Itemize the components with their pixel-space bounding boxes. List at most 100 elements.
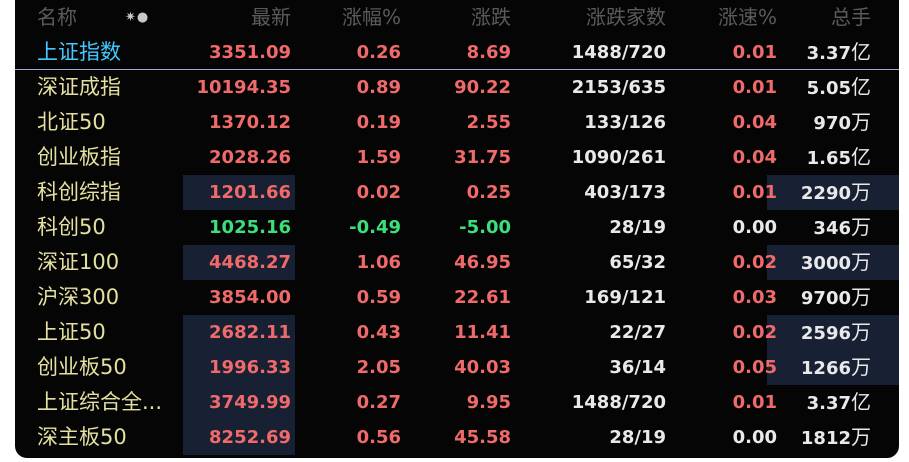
up-down-count: 28/19 [609,217,666,238]
turnover-value: 2596 [800,323,851,344]
latest-highlight [183,315,295,350]
table-row[interactable]: 深证100 4468.27 1.06 46.95 65/32 0.02 3000万 [15,245,899,280]
latest-highlight [183,175,295,210]
column-settings-icon[interactable]: ✷● [125,10,150,25]
turnover-highlight [767,245,899,280]
turnover-value: 1812 [800,428,851,449]
speed-pct: 0.01 [732,182,777,203]
turnover: 1.65亿 [807,140,871,175]
turnover: 346万 [813,210,871,245]
table-row[interactable]: 科创50 1025.16 -0.49 -5.00 28/19 0.00 346万 [15,210,899,245]
change-pct: 0.02 [356,182,401,203]
index-name[interactable]: 创业板50 [37,355,127,379]
table-row[interactable]: 科创综指 1201.66 0.02 0.25 403/173 0.01 2290万 [15,175,899,210]
speed-pct: 0.03 [732,287,777,308]
up-down-count: 169/121 [584,287,666,308]
header-latest[interactable]: 最新 [251,5,291,29]
index-name[interactable]: 上证综合全... [37,390,163,414]
up-down-count: 1090/261 [571,147,666,168]
index-name[interactable]: 沪深300 [37,285,120,309]
index-name[interactable]: 北证50 [37,110,106,134]
latest-highlight [183,420,295,455]
table-row[interactable]: 深主板50 8252.69 0.56 45.58 28/19 0.00 1812万 [15,420,899,455]
change-value: 40.03 [454,357,511,378]
index-name[interactable]: 上证指数 [37,40,121,64]
turnover: 1266万 [801,350,871,385]
latest-price: 4468.27 [209,252,291,273]
turnover-unit: 万 [851,355,871,379]
speed-pct: 0.01 [732,77,777,98]
header-turnover[interactable]: 总手 [831,5,871,29]
table-row[interactable]: 上证综合全... 3749.99 0.27 9.95 1488/720 0.01 3.37亿 [15,385,899,420]
header-speed[interactable]: 涨速% [717,5,777,29]
index-name[interactable]: 科创综指 [37,180,121,204]
turnover: 970万 [813,105,871,140]
turnover-highlight [767,315,899,350]
table-row[interactable]: 沪深300 3854.00 0.59 22.61 169/121 0.03 9700万 [15,280,899,315]
turnover-unit: 万 [851,425,871,449]
header-name[interactable]: 名称 [37,5,77,29]
table-row[interactable]: 创业板指 2028.26 1.59 31.75 1090/261 0.04 1.65亿 [15,140,899,175]
turnover: 3.37亿 [807,35,871,70]
index-name[interactable]: 创业板指 [37,145,121,169]
speed-pct: 0.02 [732,252,777,273]
turnover: 9700万 [801,280,871,315]
turnover-value: 1.65 [806,148,851,169]
change-pct: 0.27 [356,392,401,413]
turnover-highlight [767,175,899,210]
latest-price: 10194.35 [196,77,291,98]
turnover-value: 3000 [800,253,851,274]
turnover-unit: 亿 [851,75,871,99]
header-change-pct[interactable]: 涨幅% [341,5,401,29]
change-value: 0.25 [466,182,511,203]
table-row[interactable]: 创业板50 1996.33 2.05 40.03 36/14 0.05 1266万 [15,350,899,385]
up-down-count: 2153/635 [571,77,666,98]
index-name[interactable]: 深证成指 [37,75,121,99]
speed-pct: 0.02 [732,322,777,343]
up-down-count: 1488/720 [571,392,666,413]
index-name[interactable]: 深主板50 [37,425,127,449]
header-change[interactable]: 涨跌 [471,5,511,29]
change-value: 9.95 [466,392,511,413]
up-down-count: 22/27 [609,322,666,343]
change-value: 8.69 [466,42,511,63]
change-pct: 1.59 [356,147,401,168]
up-down-count: 133/126 [584,112,666,133]
turnover-value: 3.37 [806,393,851,414]
turnover: 3.37亿 [807,385,871,420]
turnover-unit: 亿 [851,40,871,64]
selection-underline [15,69,899,70]
table-header: 名称 ✷● 最新 涨幅% 涨跌 涨跌家数 涨速% 总手 [15,0,899,35]
speed-pct: 0.04 [732,147,777,168]
change-pct: 0.43 [356,322,401,343]
latest-price: 1370.12 [209,112,291,133]
table-row[interactable]: 深证成指 10194.35 0.89 90.22 2153/635 0.01 5.05亿 [15,70,899,105]
turnover: 2596万 [801,315,871,350]
up-down-count: 1488/720 [571,42,666,63]
latest-price: 1025.16 [209,217,291,238]
index-name[interactable]: 深证100 [37,250,120,274]
turnover-value: 5.05 [806,78,851,99]
header-up-down-count[interactable]: 涨跌家数 [586,5,666,29]
change-value: 31.75 [454,147,511,168]
latest-price: 3854.00 [209,287,291,308]
speed-pct: 0.00 [732,427,777,448]
latest-highlight [183,245,295,280]
latest-price: 3351.09 [209,42,291,63]
latest-price: 3749.99 [209,392,291,413]
turnover-value: 346 [813,218,851,239]
table-row[interactable]: 上证50 2682.11 0.43 11.41 22/27 0.02 2596万 [15,315,899,350]
table-row[interactable]: 上证指数 3351.09 0.26 8.69 1488/720 0.01 3.37亿 [15,35,899,70]
index-name[interactable]: 科创50 [37,215,106,239]
speed-pct: 0.01 [732,42,777,63]
latest-highlight [183,385,295,420]
change-value: 45.58 [454,427,511,448]
table-row[interactable]: 北证50 1370.12 0.19 2.55 133/126 0.04 970万 [15,105,899,140]
speed-pct: 0.01 [732,392,777,413]
change-value: 90.22 [454,77,511,98]
change-pct: 1.06 [356,252,401,273]
index-name[interactable]: 上证50 [37,320,106,344]
turnover-highlight [767,350,899,385]
speed-pct: 0.00 [732,217,777,238]
change-value: 2.55 [466,112,511,133]
